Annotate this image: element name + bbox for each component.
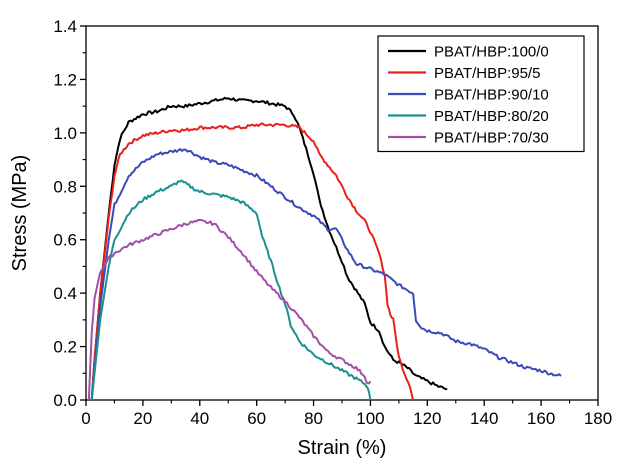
y-tick-label: 0.0	[53, 391, 77, 410]
x-tick-label: 120	[413, 409, 441, 428]
x-tick-label: 40	[190, 409, 209, 428]
x-tick-label: 160	[527, 409, 555, 428]
y-tick-label: 0.2	[53, 338, 77, 357]
x-tick-label: 140	[470, 409, 498, 428]
series-line-pbat-hbp-100-0	[90, 96, 448, 401]
x-tick-label: 60	[247, 409, 266, 428]
series-line-pbat-hbp-70-30	[87, 218, 372, 401]
series-line-pbat-hbp-95-5	[90, 122, 415, 401]
y-tick-label: 1.2	[53, 70, 77, 89]
x-tick-label: 20	[133, 409, 152, 428]
axes-layer: 0 20 40 60 80 100 120 140 160 180 0.0 0.2 0.4 0.6 0.8 1…	[53, 17, 612, 428]
legend-label-pbat-hbp-80-20: PBAT/HBP:80/20	[434, 108, 549, 125]
x-tick-label: 180	[584, 409, 612, 428]
y-tick-label: 0.4	[53, 284, 77, 303]
legend-label-pbat-hbp-70-30: PBAT/HBP:70/30	[434, 130, 549, 147]
y-axis-title: Stress (MPa)	[9, 155, 31, 272]
x-tick-label: 80	[304, 409, 323, 428]
x-axis-title: Strain (%)	[298, 437, 387, 459]
x-tick-label: 0	[81, 409, 90, 428]
y-tick-label: 0.8	[53, 177, 77, 196]
series-layer	[87, 96, 562, 401]
y-tick-label: 0.6	[53, 231, 77, 250]
legend-label-pbat-hbp-90-10: PBAT/HBP:90/10	[434, 87, 549, 104]
y-tick-label: 1.4	[53, 17, 77, 36]
x-tick-label: 100	[356, 409, 384, 428]
series-line-pbat-hbp-80-20	[90, 179, 372, 401]
legend: PBAT/HBP:100/0 PBAT/HBP:95/5 PBAT/HBP:90/1…	[377, 35, 585, 153]
y-tick-label: 1.0	[53, 124, 77, 143]
legend-label-pbat-hbp-95-5: PBAT/HBP:95/5	[434, 65, 540, 82]
series-line-pbat-hbp-90-10	[90, 148, 562, 401]
legend-label-pbat-hbp-100-0: PBAT/HBP:100/0	[434, 44, 549, 61]
